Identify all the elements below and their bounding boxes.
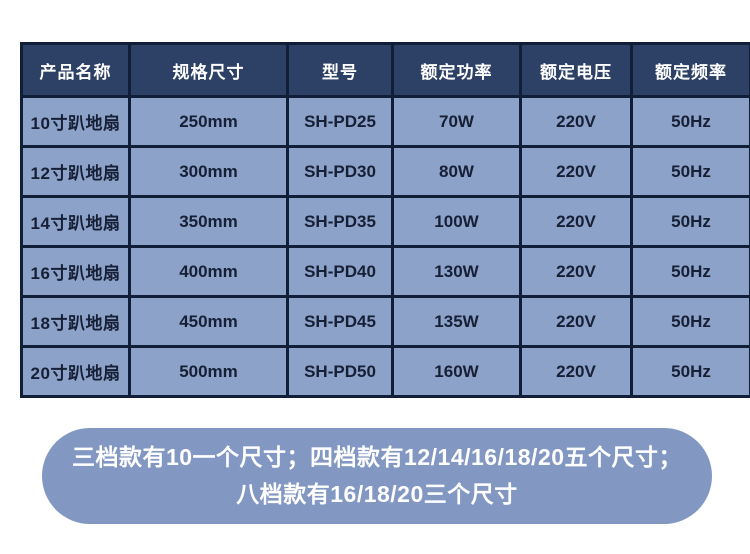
cell-rated-power: 100W — [391, 195, 522, 248]
cell-rated-frequency: 50Hz — [630, 345, 750, 398]
spec-table: 产品名称 规格尺寸 型号 额定功率 额定电压 额定频率 10寸趴地扇 250mm… — [20, 42, 750, 398]
table-row: 12寸趴地扇 300mm SH-PD30 80W 220V 50Hz — [20, 145, 750, 198]
cell-rated-frequency: 50Hz — [630, 295, 750, 348]
table-row: 16寸趴地扇 400mm SH-PD40 130W 220V 50Hz — [20, 245, 750, 298]
cell-product-name: 16寸趴地扇 — [20, 245, 131, 298]
cell-spec-size: 400mm — [128, 245, 289, 298]
table-row: 10寸趴地扇 250mm SH-PD25 70W 220V 50Hz — [20, 95, 750, 148]
cell-rated-voltage: 220V — [519, 195, 633, 248]
cell-product-name: 20寸趴地扇 — [20, 345, 131, 398]
header-cell-product-name: 产品名称 — [20, 42, 131, 98]
cell-product-name: 18寸趴地扇 — [20, 295, 131, 348]
cell-spec-size: 300mm — [128, 145, 289, 198]
cell-rated-voltage: 220V — [519, 95, 633, 148]
cell-rated-power: 160W — [391, 345, 522, 398]
size-note-pill: 三档款有10一个尺寸；四档款有12/14/16/18/20五个尺寸； 八档款有1… — [42, 428, 712, 524]
header-cell-model: 型号 — [286, 42, 394, 98]
cell-model: SH-PD25 — [286, 95, 394, 148]
cell-rated-frequency: 50Hz — [630, 195, 750, 248]
cell-product-name: 14寸趴地扇 — [20, 195, 131, 248]
table-row: 20寸趴地扇 500mm SH-PD50 160W 220V 50Hz — [20, 345, 750, 398]
spec-table-header: 产品名称 规格尺寸 型号 额定功率 额定电压 额定频率 — [20, 42, 750, 98]
size-note-line1: 三档款有10一个尺寸；四档款有12/14/16/18/20五个尺寸； — [71, 444, 683, 470]
header-cell-rated-voltage: 额定电压 — [519, 42, 633, 98]
cell-rated-voltage: 220V — [519, 145, 633, 198]
size-note-line2: 八档款有16/18/20三个尺寸 — [236, 481, 518, 507]
header-row: 产品名称 规格尺寸 型号 额定功率 额定电压 额定频率 — [20, 42, 750, 98]
cell-rated-voltage: 220V — [519, 295, 633, 348]
cell-rated-frequency: 50Hz — [630, 95, 750, 148]
cell-rated-frequency: 50Hz — [630, 245, 750, 298]
cell-product-name: 12寸趴地扇 — [20, 145, 131, 198]
cell-rated-frequency: 50Hz — [630, 145, 750, 198]
cell-spec-size: 250mm — [128, 95, 289, 148]
spec-table-body: 10寸趴地扇 250mm SH-PD25 70W 220V 50Hz 12寸趴地… — [20, 95, 750, 398]
cell-spec-size: 350mm — [128, 195, 289, 248]
cell-model: SH-PD45 — [286, 295, 394, 348]
cell-rated-power: 135W — [391, 295, 522, 348]
cell-spec-size: 500mm — [128, 345, 289, 398]
cell-model: SH-PD40 — [286, 245, 394, 298]
cell-rated-voltage: 220V — [519, 245, 633, 298]
table-row: 14寸趴地扇 350mm SH-PD35 100W 220V 50Hz — [20, 195, 750, 248]
cell-rated-power: 80W — [391, 145, 522, 198]
cell-rated-power: 130W — [391, 245, 522, 298]
header-cell-spec-size: 规格尺寸 — [128, 42, 289, 98]
header-cell-rated-power: 额定功率 — [391, 42, 522, 98]
cell-rated-power: 70W — [391, 95, 522, 148]
table-row: 18寸趴地扇 450mm SH-PD45 135W 220V 50Hz — [20, 295, 750, 348]
cell-spec-size: 450mm — [128, 295, 289, 348]
cell-product-name: 10寸趴地扇 — [20, 95, 131, 148]
cell-rated-voltage: 220V — [519, 345, 633, 398]
cell-model: SH-PD35 — [286, 195, 394, 248]
cell-model: SH-PD30 — [286, 145, 394, 198]
header-cell-rated-frequency: 额定频率 — [630, 42, 750, 98]
cell-model: SH-PD50 — [286, 345, 394, 398]
